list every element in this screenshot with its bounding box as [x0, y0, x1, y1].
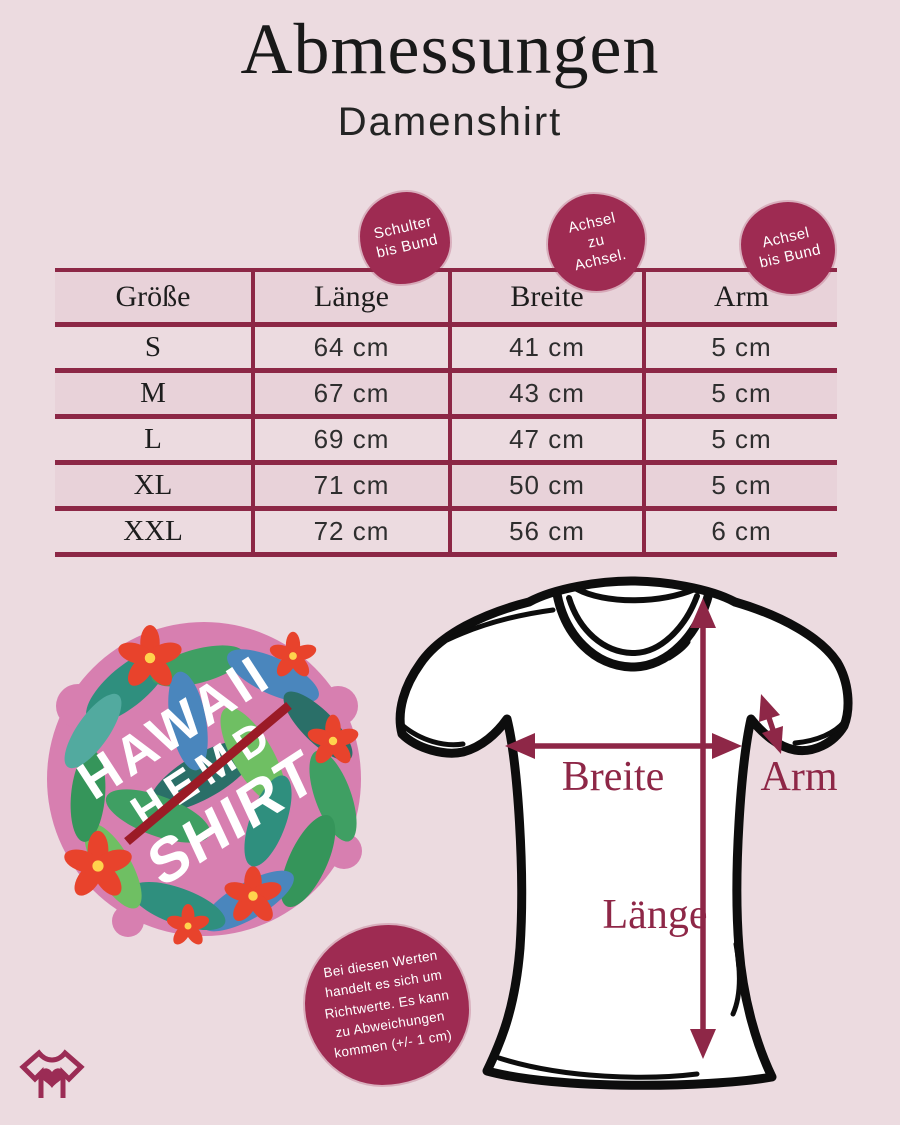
- arm-arrowhead-top: [759, 694, 780, 722]
- value-cell: 5 cm: [642, 327, 837, 368]
- col-header-arm: Arm: [642, 272, 837, 322]
- value-cell: 5 cm: [642, 465, 837, 506]
- value-cell: 41 cm: [448, 327, 642, 368]
- disclaimer-text: Bei diesen Werten handelt es sich um Ric…: [317, 945, 457, 1065]
- size-cell: L: [144, 423, 162, 455]
- tshirt-outline-drawing: [395, 576, 853, 1090]
- value-cell: 5 cm: [642, 419, 837, 460]
- table-row-m: M 67 cm 43 cm 5 cm: [55, 368, 837, 414]
- hawaii-shirt-brand-logo: HAWAII HEMD SHIRT: [47, 622, 362, 948]
- size-table: Größe Länge Breite Arm S 64 cm 41 cm 5 c…: [55, 268, 837, 557]
- table-row-xl: XL 71 cm 50 cm 5 cm: [55, 460, 837, 506]
- shirt-heart-icon: [19, 1049, 85, 1098]
- heart-icon: [40, 1068, 64, 1088]
- size-cell: XL: [133, 469, 173, 501]
- shirt-outline: [19, 1049, 85, 1098]
- value-cell: 67 cm: [251, 373, 448, 414]
- stamp-line: zu: [586, 231, 607, 252]
- stamp-line: Achsel.: [572, 245, 629, 275]
- stamp-achsel-bis-bund: Achsel bis Bund: [741, 202, 835, 294]
- table-header-row: Größe Länge Breite Arm: [55, 272, 837, 322]
- value-cell: 64 cm: [251, 327, 448, 368]
- arm-label: Arm: [761, 754, 838, 800]
- disclaimer-stamp: Bei diesen Werten handelt es sich um Ric…: [305, 925, 469, 1085]
- breite-arrowhead-left: [505, 733, 535, 759]
- col-header-breite: Breite: [448, 272, 642, 322]
- stamp-schulter-bis-bund: Schulter bis Bund: [360, 192, 450, 284]
- col-header-groesse: Größe: [115, 280, 191, 313]
- stamp-text: Achsel bis Bund: [753, 223, 823, 274]
- table-row-xxl: XXL 72 cm 56 cm 6 cm: [55, 506, 837, 552]
- size-cell: S: [144, 331, 162, 363]
- arm-arrowhead-bottom: [762, 726, 783, 754]
- table-row-s: S 64 cm 41 cm 5 cm: [55, 322, 837, 368]
- value-cell: 69 cm: [251, 419, 448, 460]
- page-title: Abmessungen: [240, 9, 660, 89]
- laenge-arrowhead-bottom: [690, 1029, 716, 1059]
- logo-strikethrough-line: [124, 701, 292, 846]
- col-header-laenge: Länge: [251, 272, 448, 322]
- value-cell: 6 cm: [642, 511, 837, 552]
- breite-arrowhead-right: [712, 733, 742, 759]
- stamp-text: Achsel zu Achsel.: [564, 209, 628, 276]
- value-cell: 71 cm: [251, 465, 448, 506]
- laenge-label: Länge: [603, 892, 708, 938]
- size-cell: XXL: [123, 515, 183, 547]
- measurement-arrows: Breite Länge Arm: [505, 598, 838, 1059]
- value-cell: 50 cm: [448, 465, 642, 506]
- laenge-arrowhead-top: [690, 598, 716, 628]
- value-cell: 56 cm: [448, 511, 642, 552]
- tshirt-measurement-diagram: Breite Länge Arm: [395, 576, 853, 1090]
- page-subtitle: Damenshirt: [337, 100, 563, 144]
- breite-label: Breite: [562, 754, 665, 800]
- table-row-l: L 69 cm 47 cm 5 cm: [55, 414, 837, 460]
- value-cell: 72 cm: [251, 511, 448, 552]
- stamp-text: Schulter bis Bund: [370, 213, 439, 264]
- value-cell: 43 cm: [448, 373, 642, 414]
- value-cell: 47 cm: [448, 419, 642, 460]
- size-cell: M: [140, 377, 166, 409]
- value-cell: 5 cm: [642, 373, 837, 414]
- stamp-achsel-zu-achsel: Achsel zu Achsel.: [548, 194, 645, 291]
